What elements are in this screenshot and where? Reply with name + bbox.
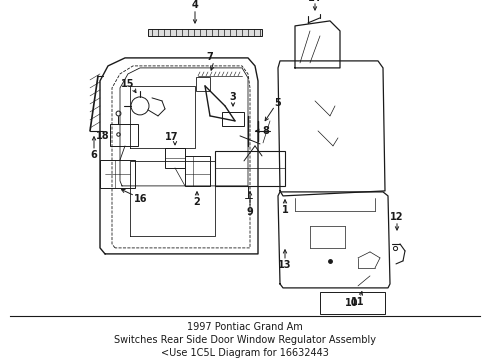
Bar [110, 124, 138, 146]
Bar [148, 29, 262, 36]
Text: 10: 10 [345, 298, 359, 308]
Text: 11: 11 [351, 297, 365, 307]
Text: 7: 7 [207, 52, 213, 62]
Bar [320, 292, 385, 314]
Text: 1997 Pontiac Grand Am: 1997 Pontiac Grand Am [187, 322, 303, 332]
Text: 12: 12 [390, 212, 404, 222]
Text: 17: 17 [165, 132, 179, 142]
Bar [100, 160, 135, 188]
Text: 5: 5 [274, 98, 281, 108]
Bar [185, 156, 210, 186]
Text: 13: 13 [278, 260, 292, 270]
Text: 8: 8 [263, 126, 270, 136]
Text: 15: 15 [121, 79, 135, 89]
Text: 14: 14 [308, 0, 322, 3]
Text: 18: 18 [96, 131, 110, 141]
Bar [165, 148, 185, 168]
Text: 4: 4 [192, 0, 198, 10]
Bar [222, 112, 244, 126]
Bar [196, 77, 210, 91]
Text: 2: 2 [194, 197, 200, 207]
Text: <Use 1C5L Diagram for 16632443: <Use 1C5L Diagram for 16632443 [161, 348, 329, 359]
Text: 9: 9 [246, 207, 253, 217]
Bar [215, 151, 285, 186]
Text: 6: 6 [91, 150, 98, 160]
Text: 3: 3 [230, 92, 236, 102]
Text: Switches Rear Side Door Window Regulator Assembly: Switches Rear Side Door Window Regulator… [114, 336, 376, 345]
Text: 16: 16 [134, 194, 148, 204]
Text: 1: 1 [282, 205, 289, 215]
